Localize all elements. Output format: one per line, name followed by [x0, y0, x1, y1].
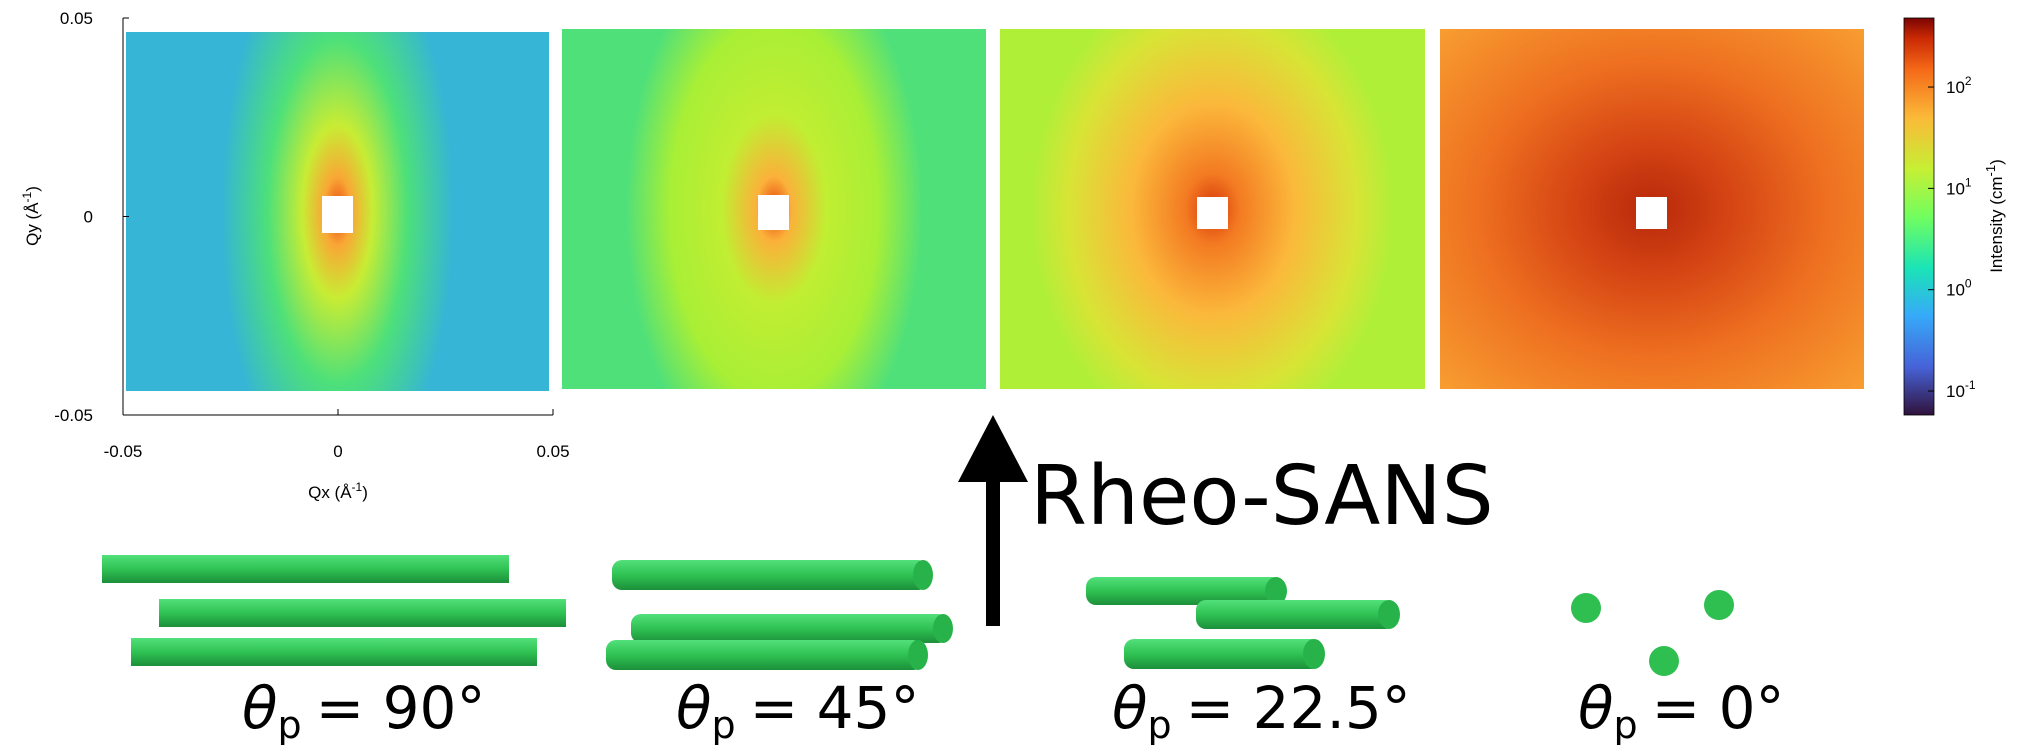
tick-exponent: 2	[1965, 74, 1972, 88]
label-end: )	[1987, 159, 2006, 165]
tick-base: 10	[1946, 78, 1965, 97]
rod	[1124, 639, 1321, 669]
x-axis-label: Qx (Å-1)	[308, 480, 368, 502]
angle-subscript: p	[278, 703, 302, 745]
panel-label: θp = 90°	[242, 674, 485, 745]
label-text: Qx (Å	[308, 483, 352, 502]
rod	[612, 560, 928, 590]
rods-0	[1571, 590, 1734, 676]
arrow-shaft	[986, 470, 1000, 626]
tick-exponent: -1	[1965, 378, 1976, 392]
tick-base: 10	[1946, 281, 1965, 300]
beamstop	[1197, 197, 1228, 229]
rod	[131, 638, 537, 666]
rod-end	[1303, 639, 1325, 669]
angle-symbol: θ	[676, 674, 712, 742]
colorbar-scale	[1904, 18, 1934, 415]
label-text: Intensity (cm	[1987, 176, 2006, 272]
label-end: )	[23, 186, 42, 192]
y-tick-label: -0.05	[54, 406, 93, 425]
rods-45	[606, 560, 953, 670]
colorbar-tick-label: 100	[1946, 277, 1972, 300]
colorbar-tick-label: 101	[1946, 175, 1972, 198]
label-sup: -1	[352, 480, 363, 494]
rods-90	[102, 555, 566, 666]
panel-labels: θp= 90°θp= 45°θp= 22.5°θp= 0°	[242, 674, 1785, 745]
x-tick-label: -0.05	[104, 442, 143, 461]
rod-end-on	[1571, 593, 1601, 623]
rods-22-5	[1086, 577, 1400, 669]
rod-end-on	[1704, 590, 1734, 620]
y-tick-label: 0.05	[60, 9, 93, 28]
angle-symbol: θ	[1578, 674, 1614, 742]
tick-exponent: 1	[1965, 175, 1972, 189]
angle-value: = 22.5°	[1186, 674, 1411, 742]
rod	[631, 614, 948, 643]
x-tick-label: 0.05	[536, 442, 569, 461]
angle-symbol: θ	[242, 674, 278, 742]
y-tick-label: 0	[84, 208, 93, 227]
beamstop	[1636, 197, 1667, 229]
angle-subscript: p	[1614, 703, 1638, 745]
figure: Qx (Å-1) Qy (Å-1) -0.0500.050.050-0.05 I…	[0, 0, 2021, 745]
annotation: Rheo-SANS	[1030, 449, 1494, 544]
colorbar-label: Intensity (cm-1)	[1983, 159, 2006, 273]
rod	[1196, 600, 1395, 629]
rod-end	[908, 640, 928, 670]
label-sup: -1	[20, 191, 34, 202]
beamstop	[322, 196, 353, 233]
rod-end	[1378, 600, 1400, 629]
y-axis-label: Qy (Å-1)	[20, 186, 42, 246]
rod	[159, 599, 566, 627]
rod-end-on	[1649, 646, 1679, 676]
angle-value: = 0°	[1652, 674, 1785, 742]
beamstop	[758, 195, 789, 230]
colorbar-tick-label: 102	[1946, 74, 1972, 97]
tick-base: 10	[1946, 382, 1965, 401]
angle-value: = 90°	[316, 674, 486, 742]
panel-label: θp = 22.5°	[1112, 674, 1411, 745]
arrow	[958, 415, 1028, 626]
panel-label: θp = 45°	[676, 674, 919, 745]
rod	[606, 640, 923, 670]
tick-exponent: 0	[1965, 277, 1972, 291]
label-text: Qy (Å	[23, 202, 42, 246]
angle-value: = 45°	[750, 674, 920, 742]
rod	[102, 555, 509, 583]
angle-subscript: p	[712, 703, 736, 745]
label-end: )	[362, 483, 368, 502]
arrow-head	[958, 415, 1028, 482]
panel-label: θp = 0°	[1578, 674, 1785, 745]
tick-base: 10	[1946, 179, 1965, 198]
rod-end	[933, 614, 953, 643]
rod-end	[913, 560, 933, 590]
angle-symbol: θ	[1112, 674, 1148, 742]
label-sup: -1	[1983, 165, 1998, 177]
x-tick-label: 0	[333, 442, 342, 461]
heatmaps	[126, 29, 1864, 391]
colorbar-tick-label: 10-1	[1946, 378, 1976, 401]
angle-subscript: p	[1148, 703, 1172, 745]
